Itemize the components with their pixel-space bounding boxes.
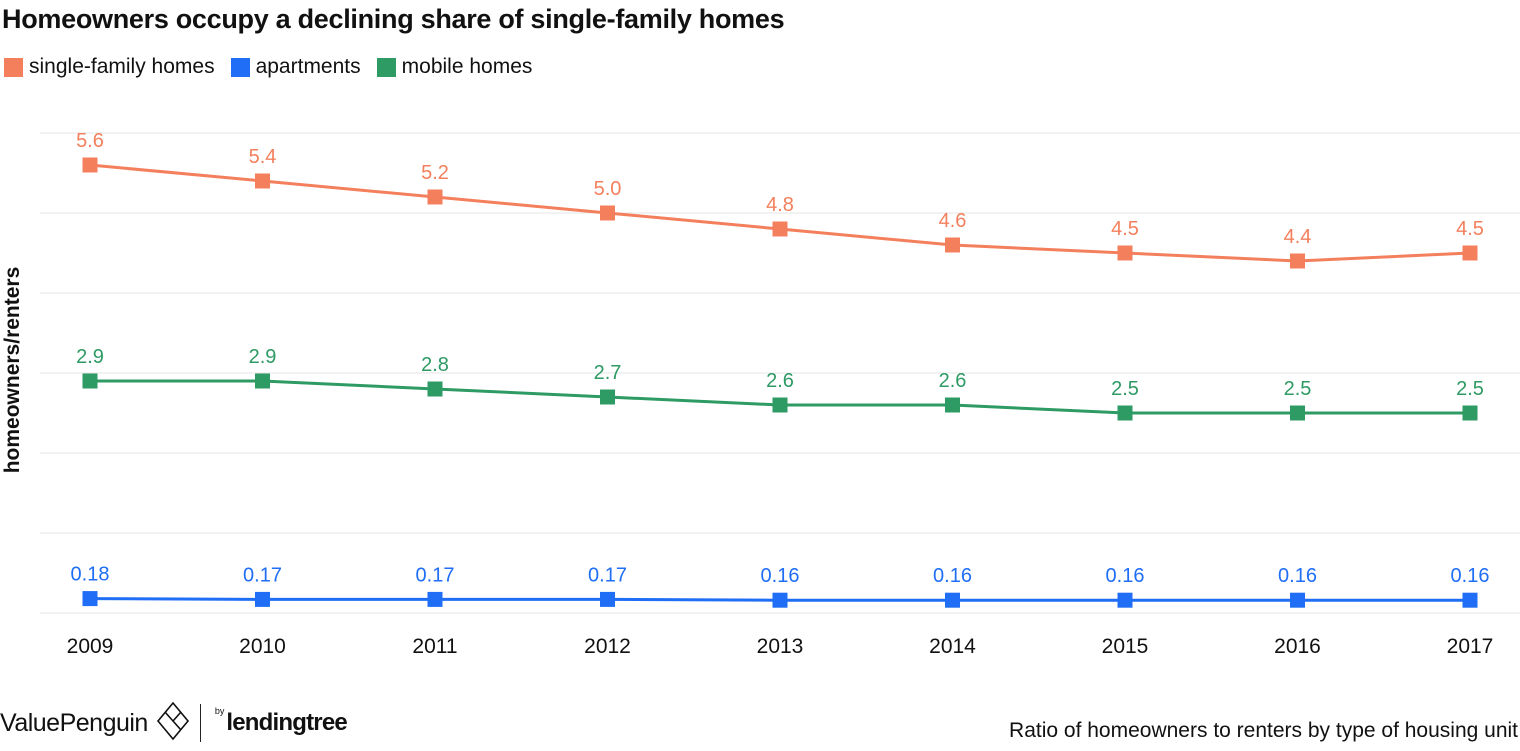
data-point-mobile (1290, 405, 1305, 421)
x-tick-label: 2013 (757, 635, 804, 658)
lendingtree-logo-text: lendingtree (226, 709, 347, 736)
data-point-mobile (1117, 405, 1133, 421)
data-point-apartments (82, 591, 98, 607)
data-label-single-family: 5.4 (249, 146, 277, 168)
data-label-apartments: 0.16 (1278, 565, 1317, 587)
data-label-apartments: 0.17 (588, 564, 627, 586)
data-point-single-family (427, 189, 443, 205)
data-point-apartments (945, 592, 960, 608)
data-label-apartments: 0.16 (1106, 565, 1145, 587)
x-tick-label: 2011 (412, 635, 457, 658)
valuepenguin-logo-text: ValuePenguin (0, 708, 148, 737)
data-label-single-family: 4.5 (1111, 218, 1139, 240)
data-point-mobile (427, 381, 443, 397)
x-tick-label: 2010 (239, 635, 286, 658)
legend-item-mobile-homes[interactable]: mobile homes (376, 55, 533, 79)
legend-label-single-family: single-family homes (29, 55, 215, 78)
chart-title: Homeowners occupy a declining share of s… (2, 4, 785, 34)
legend-item-apartments[interactable]: apartments (230, 55, 361, 79)
x-tick-label: 2017 (1447, 635, 1494, 658)
data-point-apartments (1117, 592, 1133, 608)
data-point-apartments (1290, 592, 1305, 608)
legend-swatch-mobile-homes (376, 57, 396, 77)
data-point-single-family (772, 221, 788, 237)
data-label-single-family: 4.8 (766, 194, 794, 216)
data-label-single-family: 5.0 (594, 178, 622, 200)
branding: ValuePenguin by lendingtree (0, 700, 348, 746)
data-point-apartments (1462, 592, 1478, 608)
data-point-single-family (945, 237, 960, 253)
data-point-mobile (255, 373, 270, 389)
data-label-mobile: 2.6 (766, 370, 794, 392)
brand-by-text: by (214, 706, 225, 716)
data-label-single-family: 4.5 (1456, 218, 1484, 240)
data-label-apartments: 0.16 (933, 565, 972, 587)
data-label-mobile: 2.9 (76, 346, 104, 368)
data-label-apartments: 0.16 (761, 565, 800, 587)
data-label-single-family: 5.6 (76, 130, 104, 152)
x-tick-label: 2014 (929, 635, 976, 658)
data-label-single-family: 4.6 (939, 210, 967, 232)
valuepenguin-diamond-icon (156, 701, 190, 746)
legend: single-family homes apartments mobile ho… (4, 54, 548, 80)
data-point-apartments (255, 591, 270, 607)
legend-swatch-apartments (230, 57, 250, 77)
data-point-apartments (772, 592, 788, 608)
legend-label-mobile-homes: mobile homes (401, 55, 533, 78)
data-label-mobile: 2.5 (1111, 378, 1139, 400)
legend-item-single-family[interactable]: single-family homes (4, 55, 215, 79)
data-point-mobile (945, 397, 960, 413)
data-label-single-family: 5.2 (421, 162, 449, 184)
data-label-apartments: 0.17 (243, 564, 282, 586)
data-label-mobile: 2.9 (249, 346, 277, 368)
data-point-mobile (82, 373, 98, 389)
data-point-single-family (1290, 253, 1305, 269)
x-tick-label: 2012 (584, 635, 631, 658)
x-tick-label: 2009 (67, 635, 114, 658)
data-label-mobile: 2.7 (594, 362, 622, 384)
data-point-mobile (600, 389, 615, 405)
data-label-mobile: 2.6 (939, 370, 967, 392)
data-label-apartments: 0.18 (71, 564, 110, 586)
data-label-single-family: 4.4 (1284, 226, 1312, 248)
legend-label-apartments: apartments (255, 55, 361, 78)
legend-swatch-single-family (4, 57, 23, 77)
data-label-mobile: 2.8 (421, 354, 449, 376)
data-label-mobile: 2.5 (1284, 378, 1312, 400)
data-label-apartments: 0.17 (416, 564, 455, 586)
data-point-single-family (1462, 245, 1478, 261)
data-point-single-family (600, 205, 615, 221)
data-point-apartments (427, 591, 443, 607)
data-point-single-family (255, 173, 270, 189)
data-label-apartments: 0.16 (1451, 565, 1490, 587)
data-point-mobile (1462, 405, 1478, 421)
brand-divider (199, 704, 201, 742)
x-tick-label: 2016 (1274, 635, 1321, 658)
data-point-apartments (600, 591, 615, 607)
chart-caption: Ratio of homeowners to renters by type o… (1009, 719, 1518, 742)
data-point-mobile (772, 397, 788, 413)
x-tick-label: 2015 (1102, 635, 1149, 658)
data-label-mobile: 2.5 (1456, 378, 1484, 400)
data-point-single-family (1117, 245, 1133, 261)
data-point-single-family (82, 157, 98, 173)
